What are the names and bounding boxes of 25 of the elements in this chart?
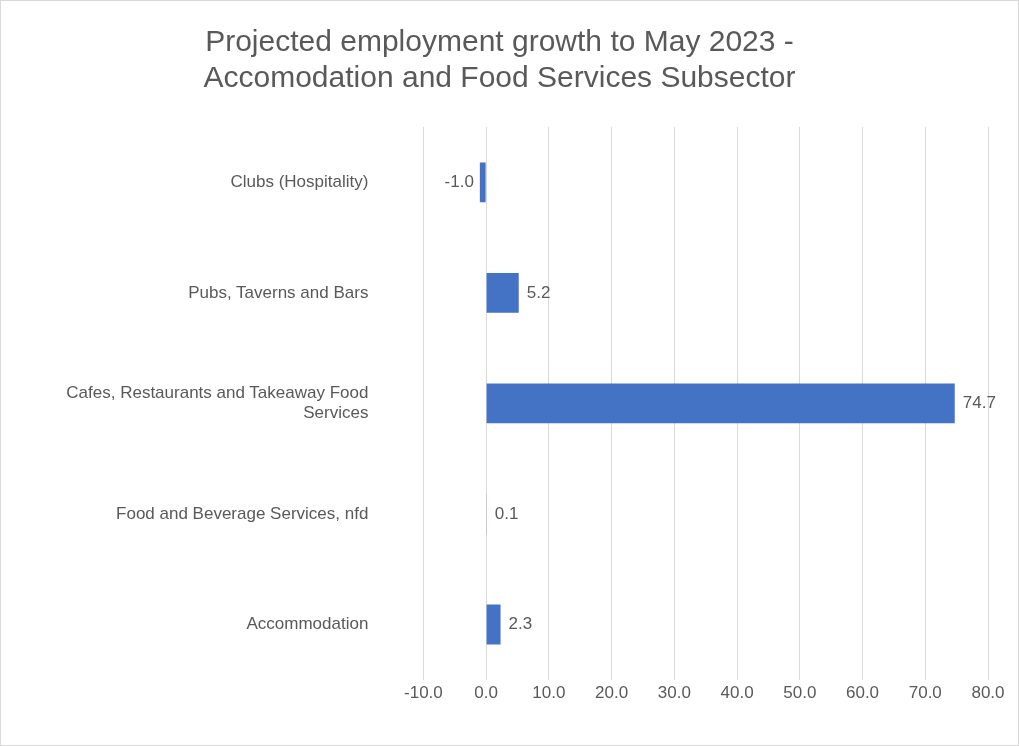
data-label: -1.0	[444, 171, 474, 191]
x-tick-label: 10.0	[532, 682, 566, 702]
bar	[486, 272, 519, 313]
y-tick-label: Food and Beverage Services, nfd	[116, 503, 369, 523]
data-label: 2.3	[508, 614, 533, 634]
data-label: 0.1	[494, 503, 519, 523]
y-tick-label: Accommodation	[246, 614, 369, 634]
chart-title: Projected employment growth to May 2023 - Accomodation and Food Services Subsector	[203, 24, 796, 94]
x-tick-label: 70.0	[908, 682, 942, 702]
x-tick-label: 80.0	[971, 682, 1005, 702]
bar	[486, 604, 501, 645]
bar	[479, 162, 486, 203]
x-tick-label: 60.0	[845, 682, 880, 702]
bar	[486, 383, 955, 424]
y-tick-label: Clubs (Hospitality)	[230, 171, 369, 191]
y-tick-label: Pubs, Taverns and Bars	[188, 282, 369, 302]
y-tick-label: Cafes, Restaurants and Takeaway Food Services	[66, 382, 369, 423]
data-label: 5.2	[526, 282, 551, 302]
x-tick-label: -10.0	[404, 682, 443, 702]
x-tick-label: 50.0	[783, 682, 817, 702]
x-tick-label: 20.0	[595, 682, 629, 702]
x-tick-label: 30.0	[657, 682, 691, 702]
x-tick-label: 40.0	[720, 682, 754, 702]
data-label: 74.7	[962, 393, 996, 413]
x-tick-label: 0.0	[474, 682, 498, 702]
